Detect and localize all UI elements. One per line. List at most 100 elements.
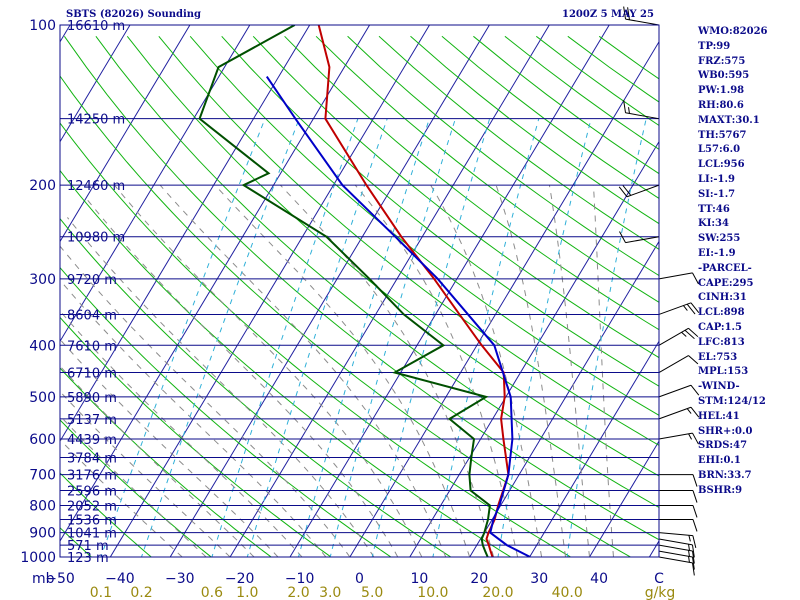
- wind-barb-flag: [683, 305, 688, 311]
- height-label: 12460 m: [67, 179, 125, 194]
- wind-barb-flag: [622, 185, 632, 196]
- dry-adiabat-line: [189, 35, 659, 416]
- wind-barb-staff: [658, 556, 693, 564]
- pressure-tick-label: 200: [29, 178, 56, 194]
- index-item: EI:-1.9: [698, 247, 736, 259]
- moist-adiabat-line: [214, 184, 471, 557]
- wind-barb-staff: [626, 184, 660, 198]
- wind-barb-staff: [658, 544, 693, 552]
- station-title: SBTS (82026) Sounding: [66, 9, 202, 20]
- mixing-ratio-line: [140, 118, 300, 557]
- index-item: LCL:898: [698, 307, 745, 319]
- stability-indices-panel: WMO:82026 TP:99 FRZ:575 WB0:595 PW:1.98 RH:80…: [698, 25, 768, 499]
- pressure-tick-label: 700: [29, 468, 56, 484]
- index-item: MPL:153: [698, 366, 749, 378]
- pressure-tick-label: 400: [29, 338, 56, 354]
- wind-barb-flag: [691, 562, 695, 576]
- height-label: 10980 m: [67, 231, 125, 246]
- wind-barb-staff: [625, 236, 660, 244]
- wind-barb-flag: [688, 544, 690, 551]
- wind-barb-flag: [686, 408, 692, 414]
- isotherm-line: [289, 25, 610, 557]
- temperature-tick-label: 40: [590, 571, 608, 587]
- dewpoint-line: [198, 25, 491, 557]
- moist-adiabat-line: [495, 184, 566, 557]
- height-label: 3784 m: [67, 451, 117, 466]
- wind-barb-flag: [692, 519, 698, 532]
- dry-adiabat-line: [378, 35, 659, 250]
- height-label: 3176 m: [67, 469, 117, 484]
- height-label: 5137 m: [67, 413, 117, 428]
- moist-adiabat-line: [548, 185, 590, 557]
- mixing-ratio-label: 5.0: [361, 585, 383, 600]
- wind-barb-staff: [658, 550, 693, 558]
- height-label: 5890 m: [67, 391, 117, 406]
- wind-barb-staff: [625, 112, 660, 120]
- pressure-tick-label: 600: [29, 432, 56, 448]
- index-item: EL:753: [698, 351, 738, 363]
- index-item: LCL:956: [698, 159, 745, 171]
- wind-barb-flag: [692, 474, 698, 487]
- index-item: WMO:82026: [698, 26, 768, 37]
- isotherm-line: [60, 25, 191, 243]
- mixing-ratio-label: 3.0: [319, 585, 341, 600]
- dry-adiabat-line: [60, 527, 93, 557]
- dry-adiabat-line: [60, 217, 452, 557]
- wind-barb-staff: [658, 538, 693, 546]
- profile-lines: [198, 25, 531, 557]
- wind-barb-flag: [688, 327, 699, 338]
- index-item: KI:34: [698, 218, 729, 230]
- mixing-ratio-label: 1.0: [236, 585, 258, 600]
- temperature-line: [317, 25, 510, 557]
- wind-barb-staff: [658, 327, 689, 346]
- isotherm-line: [109, 25, 431, 557]
- height-label: 1536 m: [67, 513, 117, 528]
- wind-barb-flag: [684, 329, 695, 340]
- temperature-tick-label: 0: [355, 571, 364, 587]
- dry-adiabat-line: [60, 75, 632, 557]
- wind-barb-flag: [692, 490, 698, 503]
- wind-barb-flag: [681, 331, 687, 337]
- moist-adiabat-line: [67, 217, 375, 557]
- wind-barb-flag: [690, 302, 700, 314]
- plot-frame: [59, 24, 660, 558]
- wind-barb-flag: [691, 550, 695, 564]
- pressure-tick-label: 1000: [20, 550, 56, 566]
- wind-barb-flag: [619, 231, 626, 243]
- index-item: SRDS:47: [698, 440, 748, 452]
- height-label: 571 m: [67, 539, 109, 554]
- temperature-tick-label: −10: [285, 571, 315, 587]
- pressure-tick-label: 300: [29, 272, 56, 288]
- mixing-ratio-label: 0.1: [90, 585, 112, 600]
- height-label: 7610 m: [67, 339, 117, 354]
- dry-adiabat-line: [60, 122, 572, 557]
- moist-adiabat-line: [592, 185, 614, 557]
- pressure-tick-label: 900: [29, 526, 56, 542]
- index-item: FRZ:575: [698, 55, 746, 67]
- dry-adiabat-line: [60, 316, 332, 557]
- index-item: TH:5767: [698, 129, 747, 141]
- wind-barb-flag: [691, 556, 695, 570]
- index-item: BRN:33.7: [698, 469, 752, 481]
- height-label: 4439 m: [67, 433, 117, 448]
- isotherm-line: [409, 140, 659, 557]
- index-item: CINH:31: [698, 292, 747, 304]
- wind-barb-staff: [625, 18, 660, 26]
- index-item: RH:80.6: [698, 99, 744, 111]
- moist-adiabat-line: [60, 279, 327, 557]
- moist-adiabat-line: [60, 310, 303, 557]
- dry-adiabat-line: [60, 419, 212, 557]
- dry-adiabat-line: [60, 169, 512, 557]
- isotherm-line: [60, 25, 251, 343]
- mixing-ratio-label: 0.2: [130, 585, 152, 600]
- index-item: CAP:1.5: [698, 321, 742, 333]
- pressure-tick-label: 800: [29, 498, 56, 514]
- mixing-ratio-line: [566, 118, 647, 557]
- height-label: 2052 m: [67, 499, 117, 514]
- mixing-ratio-label: 10.0: [417, 585, 448, 600]
- index-item: SW:255: [698, 233, 741, 245]
- isotherm-line: [60, 25, 71, 43]
- height-label: 9720 m: [67, 273, 117, 288]
- moist-adiabat-line: [60, 245, 351, 557]
